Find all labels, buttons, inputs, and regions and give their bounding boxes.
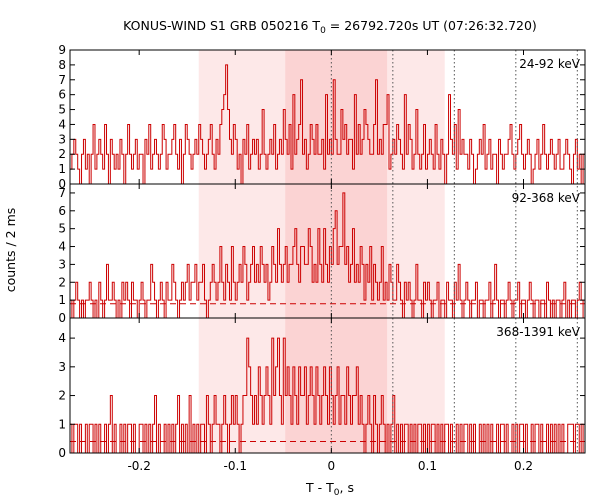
light-curve-panel-2 (70, 192, 585, 319)
y-tick-label: 6 (58, 204, 66, 218)
panel-frame-3 (69, 317, 586, 454)
y-tick-label: 6 (58, 88, 66, 102)
y-tick-label: 3 (58, 257, 66, 271)
panel-label-3: 368-1391 keV (496, 325, 580, 339)
panel-labels: 24-92 keV 92-368 keV 368-1391 keV (496, 57, 580, 339)
y-tick-label: 2 (58, 147, 66, 161)
y-tick-label: 1 (58, 162, 66, 176)
y-tick-label: 5 (58, 222, 66, 236)
x-tick-label: -0.1 (224, 459, 247, 473)
y-tick-label: 0 (58, 177, 66, 191)
y-tick-label: 1 (58, 417, 66, 431)
y-tick-label: 2 (58, 275, 66, 289)
x-axis-label: T - T0, s (305, 480, 354, 498)
y-tick-label: 5 (58, 103, 66, 117)
y-tick-label: 1 (58, 293, 66, 307)
background-levels (70, 303, 585, 443)
y-tick-label: 9 (58, 43, 66, 57)
x-tick-label: -0.2 (127, 459, 150, 473)
panel-label-2: 92-368 keV (512, 191, 581, 205)
y-tick-label: 4 (58, 331, 66, 345)
x-tick-label: 0.1 (418, 459, 437, 473)
panel-frames (69, 49, 586, 454)
chart-title: KONUS-WIND S1 GRB 050216 T0 = 26792.720s… (123, 18, 537, 36)
shaded-regions (198, 50, 445, 453)
y-tick-label: 4 (58, 117, 66, 131)
x-tick-label: 0.2 (514, 459, 533, 473)
y-tick-label: 3 (58, 360, 66, 374)
x-tick-label: 0 (328, 459, 336, 473)
y-tick-label: 7 (58, 73, 66, 87)
y-tick-label: 0 (58, 446, 66, 460)
panel-label-1: 24-92 keV (519, 57, 581, 71)
y-tick-label: 4 (58, 240, 66, 254)
y-axis-label: counts / 2 ms (3, 208, 18, 293)
y-tick-label: 2 (58, 389, 66, 403)
y-tick-label: 8 (58, 58, 66, 72)
y-tick-label: 7 (58, 186, 66, 200)
y-tick-label: 3 (58, 132, 66, 146)
vertical-markers (330, 50, 578, 453)
y-tick-label: 0 (58, 311, 66, 325)
light-curve-panel-1 (70, 64, 585, 185)
